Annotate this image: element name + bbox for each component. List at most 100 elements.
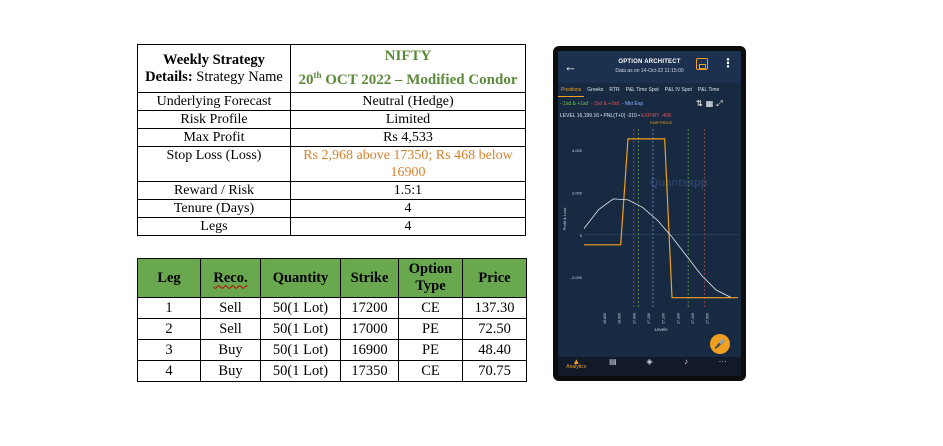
- x-tick-label: 17,200: [662, 313, 666, 324]
- price-cell: 72.50: [462, 318, 527, 340]
- app-topbar: ← OPTION ARCHITECT Data as on 14-Oct-22 …: [558, 51, 741, 83]
- details-value: Neutral (Hedge): [290, 92, 526, 111]
- grid-icon[interactable]: ▦: [705, 99, 717, 108]
- details-value: Limited: [290, 110, 526, 129]
- strike-cell: 17200: [340, 297, 399, 319]
- strategy-details-table: Weekly Strategy Details: Strategy Name N…: [137, 44, 526, 236]
- price-cell: 70.75: [462, 360, 527, 382]
- quantity-cell: 50(1 Lot): [260, 297, 341, 319]
- watermark: Quantsapp: [650, 177, 708, 189]
- x-tick-label: 17,300: [676, 313, 680, 324]
- back-arrow-icon[interactable]: ←: [564, 59, 577, 74]
- strategy-name-label: Weekly Strategy Details: Strategy Name: [137, 44, 291, 93]
- expiry-value: EXPIRY -468: [641, 113, 671, 119]
- tab-pnl-time-spot[interactable]: P&L Time Spot: [625, 87, 659, 93]
- price-cell: 137.30: [462, 297, 527, 319]
- app-screen: ← OPTION ARCHITECT Data as on 14-Oct-22 …: [558, 51, 741, 376]
- y-tick-label: -2,000: [571, 275, 583, 280]
- payoff-chart: Quantsapp 4,000 2,000 0 -2,000 16,800 16,900 17…: [562, 129, 738, 332]
- strike-cell: 17350: [340, 360, 399, 382]
- expiry-payoff-line: [584, 138, 738, 299]
- pnl-value: PNL(T+0) -310: [603, 113, 637, 119]
- leg-cell: 2: [137, 318, 201, 340]
- price-header: Price: [462, 258, 527, 298]
- details-label: Reward / Risk: [137, 181, 291, 200]
- option-type-cell: CE: [398, 360, 463, 382]
- reco-cell: Buy: [200, 339, 261, 361]
- tab-greeks[interactable]: Greeks: [587, 87, 604, 93]
- x-tick-label: 16,900: [618, 313, 622, 324]
- sort-icon[interactable]: ⇅: [696, 99, 706, 108]
- y-tick-label: 4,000: [572, 148, 583, 153]
- quantity-header: Quantity: [260, 258, 341, 298]
- more-icon[interactable]: ⋮: [722, 56, 734, 70]
- tab-pnl-time[interactable]: P&L Time: [697, 87, 720, 93]
- option-type-cell: PE: [398, 339, 463, 361]
- stop-loss-value: Rs 2,968 above 17350; Rs 468 below 16900: [290, 146, 526, 182]
- reco-header: Reco.: [200, 258, 261, 298]
- fair-price-label: FAIR PRICE: [650, 120, 673, 125]
- reco-cell: Sell: [200, 297, 261, 319]
- x-axis-label: Levels: [654, 327, 668, 332]
- option-type-cell: CE: [398, 297, 463, 319]
- level-value: LEVEL 16,199.16: [560, 113, 600, 119]
- leg-cell: 4: [137, 360, 201, 382]
- mic-icon[interactable]: 🎤: [710, 334, 730, 354]
- legs-header-row: Leg Reco. Quantity Strike Option Type Pr…: [137, 258, 527, 298]
- reco-cell: Buy: [200, 360, 261, 382]
- leg-cell: 1: [137, 297, 201, 319]
- table-row: 3 Buy 50(1 Lot) 16900 PE 48.40: [137, 339, 527, 361]
- bell-icon[interactable]: ♪: [684, 357, 689, 366]
- x-tick-label: 17,400: [691, 313, 695, 324]
- details-row: Max Profit Rs 4,533: [137, 128, 526, 147]
- app-screenshot: ← OPTION ARCHITECT Data as on 14-Oct-22 …: [553, 46, 746, 381]
- x-tick-label: 17,500: [706, 313, 710, 324]
- nav-analytics[interactable]: ▲ Analytics: [558, 357, 595, 376]
- table-row: 4 Buy 50(1 Lot) 17350 CE 70.75: [137, 360, 527, 382]
- table-row: 2 Sell 50(1 Lot) 17000 PE 72.50: [137, 318, 527, 340]
- network-icon[interactable]: ◈: [646, 357, 653, 366]
- quantity-cell: 50(1 Lot): [260, 318, 341, 340]
- tab-rtr[interactable]: RTR: [609, 87, 620, 93]
- details-row: Legs 4: [137, 217, 526, 236]
- more-horizontal-icon[interactable]: ···: [718, 357, 727, 366]
- tab-positions[interactable]: Positions: [558, 85, 585, 97]
- details-value: 4: [290, 199, 526, 218]
- details-label: Legs: [137, 217, 291, 236]
- leg-header: Leg: [137, 258, 201, 298]
- quantity-cell: 50(1 Lot): [260, 339, 341, 361]
- legend-2sd: - 2sd & +2sd: [591, 101, 620, 107]
- details-value: Rs 4,533: [290, 128, 526, 147]
- strike-cell: 16900: [340, 339, 399, 361]
- y-tick-label: 2,000: [572, 191, 583, 196]
- price-cell: 48.40: [462, 339, 527, 361]
- leg-cell: 3: [137, 339, 201, 361]
- details-label: Underlying Forecast: [137, 92, 291, 111]
- strike-cell: 17000: [340, 318, 399, 340]
- app-title: OPTION ARCHITECT: [618, 59, 681, 65]
- level-row: LEVEL 16,199.16 • PNL(T+0) -310 • EXPIRY…: [560, 113, 671, 119]
- details-label: Tenure (Days): [137, 199, 291, 218]
- y-tick-label: 0: [580, 233, 583, 238]
- tab-pnl-iv-spot[interactable]: P&L IV Spot: [664, 87, 692, 93]
- legs-table: Leg Reco. Quantity Strike Option Type Pr…: [137, 258, 527, 382]
- y-axis-label: Profit & Loss: [562, 208, 567, 231]
- details-row: Reward / Risk 1.5:1: [137, 181, 526, 200]
- calculator-icon[interactable]: ▤: [609, 357, 617, 366]
- details-row: Risk Profile Limited: [137, 110, 526, 129]
- nav-analytics-label: Analytics: [566, 364, 587, 370]
- details-label: Stop Loss (Loss): [137, 146, 291, 182]
- details-row: Underlying Forecast Neutral (Hedge): [137, 92, 526, 111]
- chart-tools: ⇅▦⤢: [696, 99, 726, 109]
- app-tabs: Positions Greeks RTR P&L Time Spot P&L I…: [558, 85, 741, 97]
- option-type-cell: PE: [398, 318, 463, 340]
- expand-icon[interactable]: ⤢: [716, 99, 726, 108]
- details-label: Risk Profile: [137, 110, 291, 129]
- x-tick-label: 17,100: [647, 313, 651, 324]
- details-value: 1.5:1: [290, 181, 526, 200]
- details-row: Stop Loss (Loss) Rs 2,968 above 17350; R…: [137, 146, 526, 182]
- strike-header: Strike: [340, 258, 399, 298]
- pnl-t0-line: [583, 198, 731, 298]
- app-subtitle: Data as on 14-Oct-22 11:15:00: [615, 68, 684, 74]
- save-icon[interactable]: [696, 58, 708, 70]
